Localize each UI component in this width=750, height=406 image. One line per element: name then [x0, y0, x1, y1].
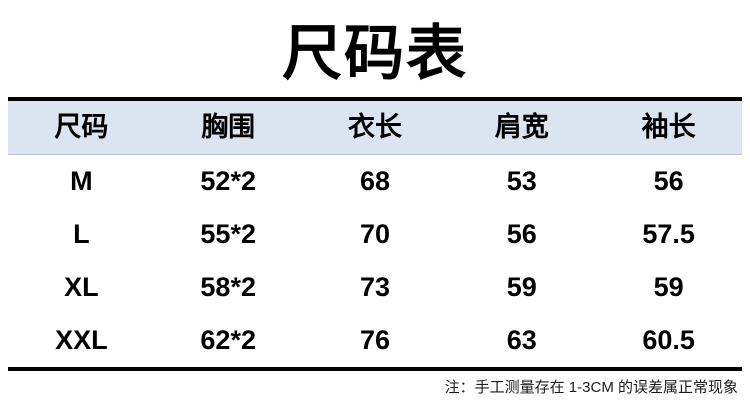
header-cell-size: 尺码: [54, 112, 109, 142]
header-cell-chest: 胸围: [201, 112, 256, 142]
table-cell: 59: [653, 272, 684, 302]
table-row-xxl: XXL 62*2 76 63 60.5: [8, 314, 742, 367]
table-cell: L: [73, 219, 90, 249]
table-row-l: L 55*2 70 56 57.5: [8, 208, 742, 261]
table-row-m: M 52*2 68 53 56: [8, 155, 742, 208]
table-cell: M: [70, 166, 93, 196]
table-cell: 70: [359, 219, 391, 249]
table-cell: 73: [359, 272, 391, 302]
table-cell: 56: [653, 166, 684, 196]
header-cell-shoulder: 肩宽: [494, 112, 549, 142]
table-cell: 76: [359, 325, 391, 355]
measurement-tolerance-note: 注：手工测量存在 1-3CM 的误差属正常现象: [444, 379, 738, 396]
header-cell-length: 衣长: [347, 112, 402, 142]
table-cell: 57.5: [642, 219, 695, 249]
table-cell: 63: [506, 325, 537, 355]
table-row-xl: XL 58*2 73 59 59: [8, 261, 742, 314]
table-cell: 62*2: [200, 325, 256, 355]
table-cell: XL: [64, 272, 99, 302]
table-cell: 58*2: [200, 272, 256, 302]
table-cell: 60.5: [642, 325, 695, 355]
header-cell-sleeve: 袖长: [641, 112, 696, 142]
table-header-row: 尺码 胸围 衣长 肩宽 袖长: [8, 101, 742, 155]
size-table: 尺码 胸围 衣长 肩宽 袖长 M 52*2 68 53 56 L 55*2 70…: [8, 97, 742, 371]
table-cell: 53: [506, 166, 537, 196]
table-cell: 52*2: [200, 166, 256, 196]
table-cell: 55*2: [200, 219, 256, 249]
table-cell: 68: [359, 166, 391, 196]
table-cell: XXL: [55, 325, 108, 355]
table-cell: 59: [506, 272, 537, 302]
page-title: 尺码表: [282, 21, 468, 87]
table-cell: 56: [506, 219, 537, 249]
